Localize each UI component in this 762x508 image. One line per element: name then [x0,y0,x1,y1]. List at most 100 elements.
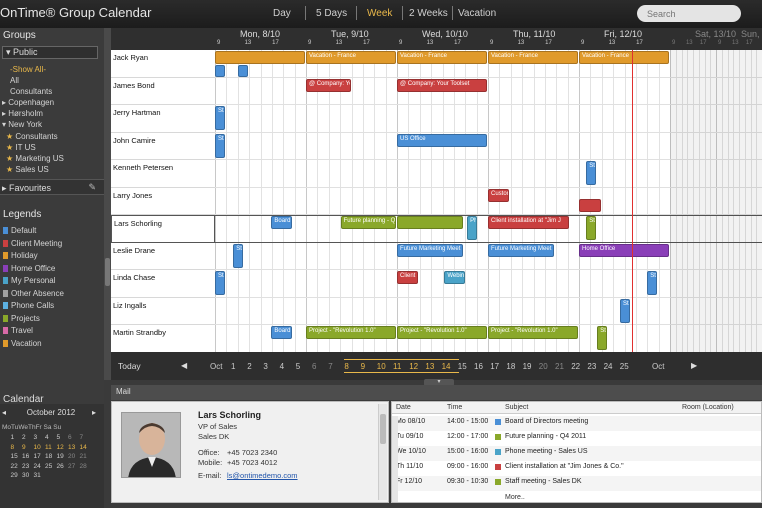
date-cell[interactable]: 7 [328,362,333,371]
calendar-event[interactable]: Vacation - France [488,51,578,64]
calendar-event[interactable]: Vacation - France [579,51,669,64]
day-header-0[interactable]: Mon, 8/10 [240,29,281,39]
person-name[interactable]: Leslie Drane [111,242,215,270]
group-marketing-us[interactable]: ★ Marketing US [6,154,64,164]
calendar-day[interactable]: 11 [45,443,52,451]
calendar-event[interactable]: @ Company: Your Toolset [397,78,487,92]
calendar-event[interactable]: Future planning - Q [340,216,396,229]
calendar-event[interactable]: Custom [488,188,509,202]
legend-item[interactable]: Other Absence [3,289,64,299]
view-vacation[interactable]: Vacation [458,8,497,19]
date-cell[interactable]: 2 [247,362,252,371]
group-public[interactable]: ▾ Public [2,46,98,59]
calendar-day[interactable]: 10 [33,443,41,451]
event-list-row[interactable] [392,446,761,461]
event-list-row[interactable] [392,461,761,476]
calendar-day[interactable]: 1 [10,434,15,441]
calendar-day[interactable]: 18 [45,453,53,460]
group-show-all[interactable]: -Show All- [10,65,47,74]
date-cell[interactable]: 21 [555,362,564,371]
calendar-day[interactable]: 31 [33,472,41,479]
calendar-event[interactable] [215,51,305,64]
person-name[interactable]: James Bond [111,77,215,105]
calendar-event[interactable]: Project - "Revolution 1.0" [306,326,396,339]
date-cell[interactable]: 20 [538,362,548,371]
date-cell[interactable]: 5 [295,362,301,371]
person-name[interactable]: Kenneth Petersen [111,160,215,188]
col-time[interactable]: Time [447,404,463,411]
scrollbar-thumb[interactable] [380,414,386,444]
date-cell[interactable]: 14 [441,362,451,371]
person-name[interactable]: Jerry Hartman [111,105,215,133]
date-cell[interactable]: 13 [425,362,435,371]
calendar-event[interactable]: Sta [215,271,225,295]
col-room[interactable]: Room (Location) [682,404,734,411]
calendar-day[interactable]: 22 [10,462,18,470]
date-cell[interactable]: 18 [506,362,516,371]
date-cell[interactable]: 6 [312,362,317,371]
col-subject[interactable]: Subject [505,404,529,411]
calendar-event[interactable]: Sta [215,106,225,130]
calendar-event[interactable]: Future Marketing Meet [488,243,555,257]
day-header-2[interactable]: Wed, 10/10 [422,29,468,39]
calendar-event[interactable]: Client [397,271,418,284]
arrow-right-icon[interactable]: ▶ [691,361,698,370]
date-cell[interactable]: 10 [376,362,386,371]
calendar-day[interactable]: 5 [56,434,61,441]
calendar-day[interactable]: 21 [79,453,87,460]
calendar-event[interactable]: Pho [467,216,477,240]
date-cell[interactable]: 25 [619,362,629,371]
calendar-day[interactable]: 16 [22,453,30,460]
group-it-us[interactable]: ★ IT US [6,143,36,153]
day-header-6[interactable]: Sun, 14/10 [741,29,762,39]
calendar-day[interactable]: 17 [33,453,41,460]
calendar-event[interactable]: Project - "Revolution 1.0" [488,326,578,339]
date-cell[interactable]: 15 [457,362,467,371]
view-5-days[interactable]: 5 Days [316,8,348,19]
today-button[interactable]: Today [118,361,141,371]
calendar-day[interactable]: 26 [56,462,64,470]
calendar-day[interactable]: 14 [79,443,87,451]
date-cell[interactable]: 1 [231,362,236,371]
calendar-day[interactable]: 20 [68,453,76,460]
collapse-toggle-icon[interactable]: ▾ [424,379,454,386]
person-name[interactable]: John Camire [111,132,215,160]
calendar-day[interactable]: 28 [79,462,87,470]
calendar-day[interactable]: 13 [68,443,76,451]
calendar-day[interactable]: 30 [22,472,30,479]
calendar-event[interactable]: Board [271,216,293,229]
person-name[interactable]: Linda Chase [111,270,215,298]
group-copenhagen[interactable]: ▸ Copenhagen [2,98,54,108]
calendar-day[interactable]: 2 [22,434,26,441]
date-cell[interactable]: 19 [522,362,532,371]
calendar-event[interactable] [579,198,601,212]
calendar-day[interactable]: 7 [79,434,84,441]
calendar-event[interactable]: Sta [233,243,244,268]
date-cell[interactable]: 23 [587,362,597,371]
calendar-event[interactable]: Sta [215,133,225,158]
arrow-right-icon[interactable]: ▸ [91,408,96,417]
calendar-event[interactable]: Webin [444,271,466,284]
date-cell[interactable]: 16 [474,362,483,371]
calendar-event[interactable]: Vacation - France [306,51,396,64]
calendar-event[interactable]: Home Office [579,243,669,257]
calendar-event[interactable]: Sta [619,298,630,323]
calendar-event[interactable]: Board [271,326,293,339]
pencil-icon[interactable]: ✎ [88,182,96,192]
calendar-day[interactable]: 6 [68,434,72,441]
person-name[interactable]: Larry Jones [111,187,215,215]
legend-item[interactable]: Holiday [3,251,38,261]
calendar-day[interactable]: 4 [45,434,49,441]
calendar-event[interactable] [397,216,464,229]
view-week[interactable]: Week [367,8,393,19]
legend-item[interactable]: Vacation [3,339,42,349]
calendar-event[interactable]: Client installation at "Jim J [488,216,569,229]
calendar-day[interactable]: 9 [22,443,26,451]
calendar-event[interactable]: Sta [647,271,658,295]
group-consultants[interactable]: Consultants [10,87,53,96]
legend-item[interactable]: Phone Calls [3,301,54,311]
event-list-row[interactable] [392,416,761,431]
calendar-day[interactable]: 23 [22,462,30,470]
calendar-event[interactable]: US Office [397,133,487,147]
group-new-york[interactable]: ▾ New York [2,120,42,130]
